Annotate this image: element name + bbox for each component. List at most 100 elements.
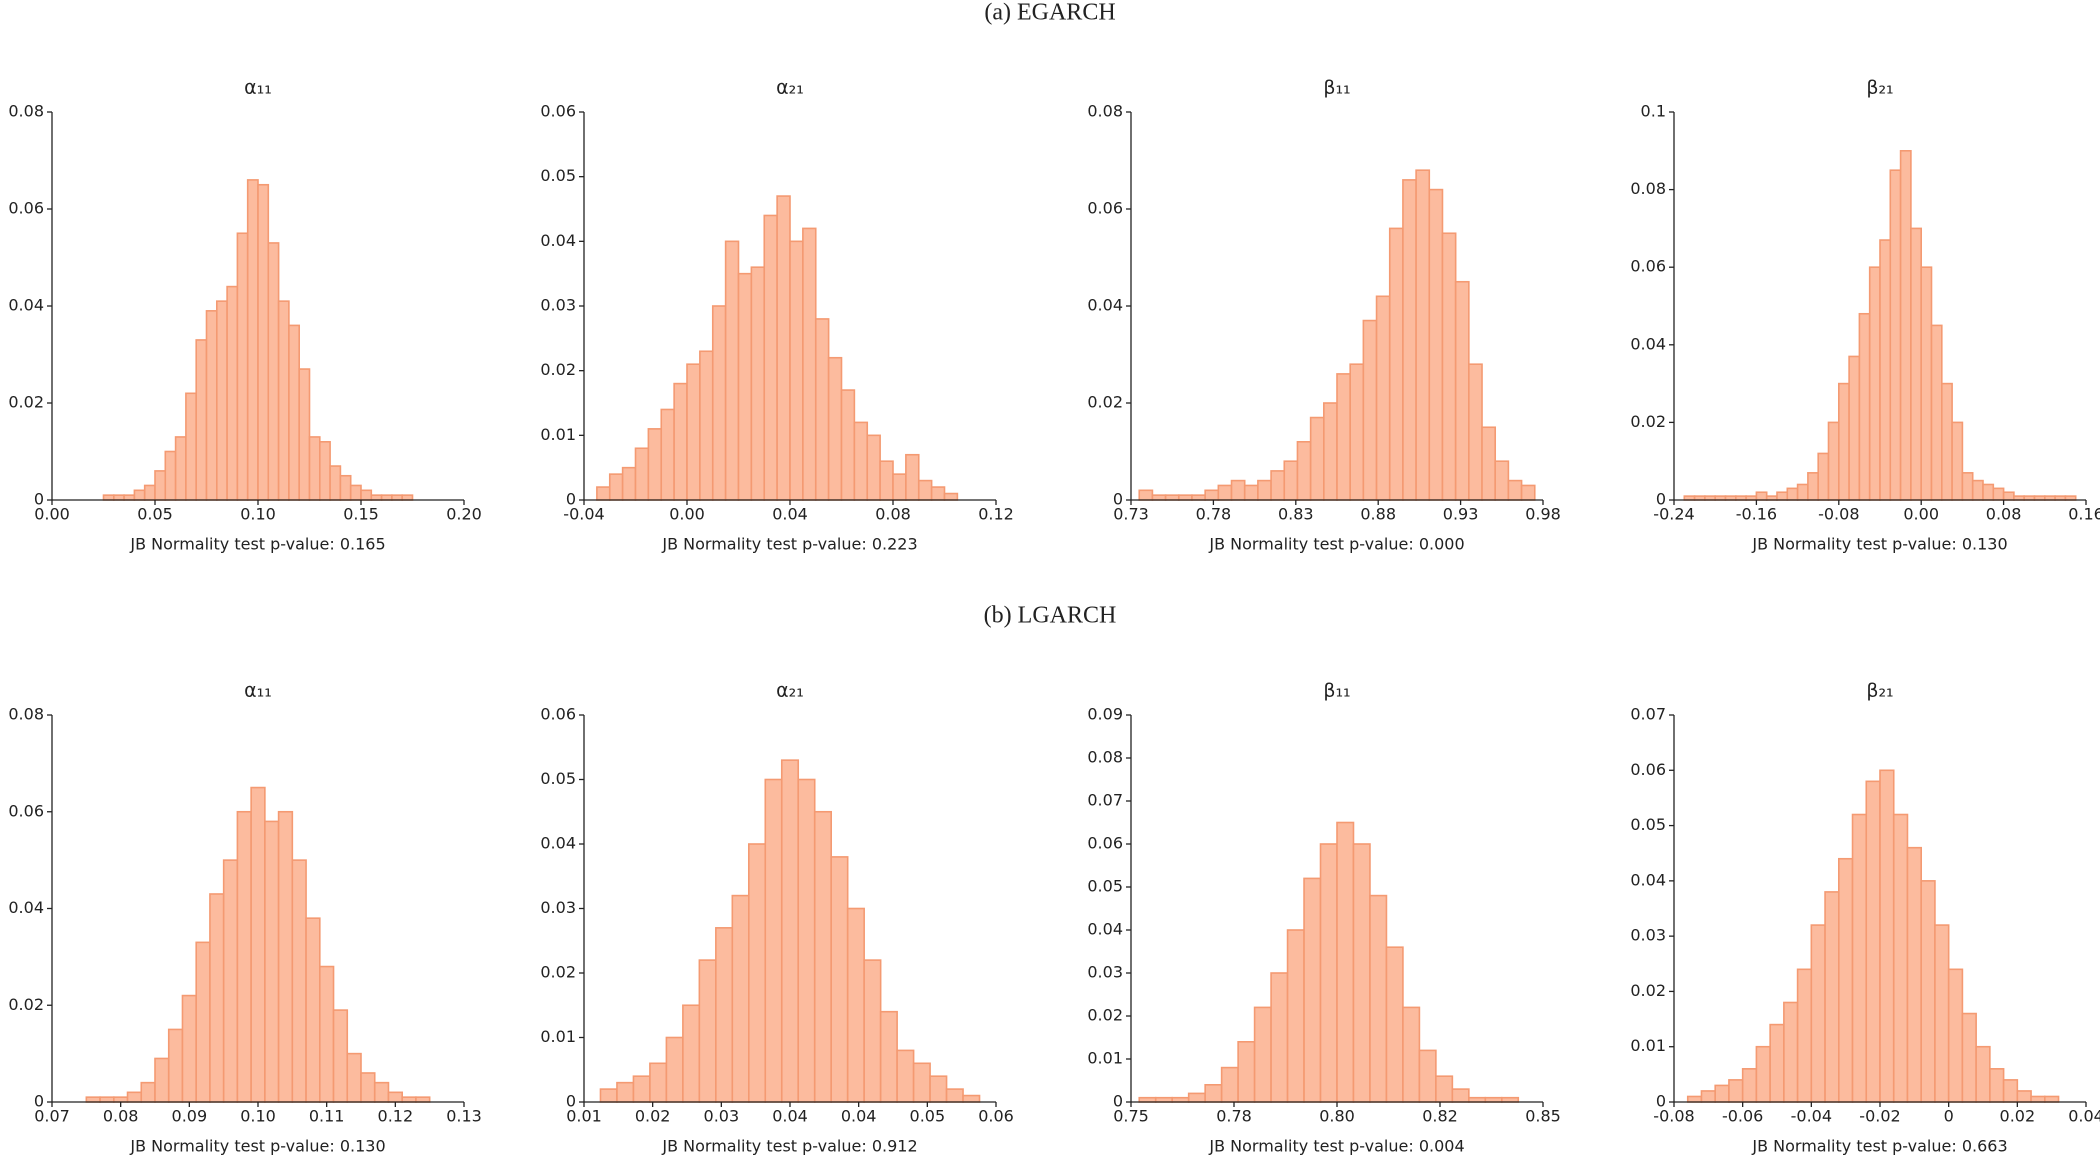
bar [1769, 1023, 1785, 1103]
bar [1961, 472, 1974, 501]
bar [360, 1072, 376, 1103]
x-axis-label: JB Normality test p-value: 0.130 [129, 1137, 385, 1156]
bar [1786, 487, 1799, 501]
bar [205, 310, 218, 501]
bar [1975, 1045, 1991, 1103]
panel-title: α₁₁ [244, 680, 272, 702]
bar [1783, 1001, 1799, 1103]
bar [308, 436, 321, 501]
bar [1889, 169, 1902, 501]
x-tick-label: 0.00 [1903, 505, 1939, 524]
x-tick-label: 0.00 [669, 505, 705, 524]
x-tick-label: 0.09 [172, 1107, 208, 1126]
x-axis-label: JB Normality test p-value: 0.165 [129, 535, 385, 554]
x-tick-label: 0.80 [1319, 1107, 1355, 1126]
bar [1303, 877, 1322, 1103]
y-tick-label: 0.08 [1630, 179, 1666, 198]
y-tick-label: 0.08 [1087, 748, 1123, 767]
bar [943, 492, 959, 501]
bar [1930, 324, 1943, 501]
bar [1796, 483, 1809, 501]
bar [621, 466, 637, 501]
x-tick-label: -0.02 [1859, 1107, 1900, 1126]
bar [1824, 891, 1840, 1103]
x-axis-label: JB Normality test p-value: 0.663 [1751, 1137, 2007, 1156]
bar [1827, 421, 1840, 501]
y-tick-label: 0.04 [8, 296, 44, 315]
y-tick-label: 0.03 [540, 898, 576, 917]
x-tick-label: 0.11 [309, 1107, 345, 1126]
y-tick-label: 0.03 [1087, 963, 1123, 982]
bar [1230, 479, 1246, 501]
bar [1441, 232, 1457, 501]
bar [1906, 846, 1923, 1103]
bar [879, 460, 894, 501]
bar [1494, 460, 1510, 501]
x-tick-label: 0.03 [704, 1107, 740, 1126]
x-tick-label: 0.78 [1196, 505, 1232, 524]
bar [1868, 266, 1881, 501]
bar [1796, 968, 1813, 1103]
panel-title: α₁₁ [244, 77, 272, 99]
bar [699, 350, 714, 501]
panel-title: β₁₁ [1323, 680, 1350, 702]
bar [686, 363, 701, 501]
panel-title: β₂₁ [1866, 680, 1893, 702]
bar [1899, 150, 1912, 501]
bar [698, 959, 717, 1103]
bar [737, 272, 753, 501]
bar [1951, 421, 1964, 501]
y-tick-label: 0 [1113, 1092, 1123, 1111]
bar [1283, 460, 1299, 501]
bar [673, 382, 688, 501]
bar [1164, 494, 1180, 501]
bar [298, 368, 311, 501]
bar [1520, 484, 1536, 501]
y-tick-label: 0.06 [1630, 257, 1666, 276]
y-tick-label: 0.08 [8, 102, 44, 121]
bar [1336, 821, 1355, 1103]
x-tick-label: 0.78 [1216, 1107, 1252, 1126]
bar [1253, 1006, 1272, 1103]
x-tick-label: 0.16 [2068, 505, 2100, 524]
bar [174, 436, 187, 501]
bar [1296, 440, 1312, 501]
bar [1309, 416, 1325, 501]
x-tick-label: 0.04 [772, 505, 808, 524]
bar [682, 1004, 701, 1103]
bar [216, 300, 228, 501]
y-tick-label: 0.06 [1087, 834, 1123, 853]
bar [1375, 295, 1391, 501]
bar [113, 494, 125, 501]
y-tick-label: 0.05 [1087, 877, 1123, 896]
bar [1286, 929, 1305, 1103]
bar [1369, 894, 1388, 1103]
bar [1686, 1095, 1703, 1103]
bar [763, 214, 778, 501]
y-tick-label: 0.08 [8, 705, 44, 724]
bar [1270, 470, 1286, 501]
bar [930, 486, 946, 501]
bar [164, 450, 177, 501]
bar [1336, 373, 1351, 501]
bar [846, 907, 865, 1103]
bar [917, 479, 933, 501]
panel-title: α₂₁ [776, 77, 804, 99]
bar [962, 1094, 981, 1103]
bar [257, 183, 270, 501]
bar [1138, 489, 1154, 501]
x-tick-label: 0.20 [446, 505, 482, 524]
bar [85, 1096, 101, 1103]
x-tick-label: -0.24 [1653, 505, 1694, 524]
section-title: (a) EGARCH [984, 0, 1115, 26]
bar [143, 484, 156, 501]
bar [1838, 857, 1854, 1103]
bar [185, 392, 197, 501]
y-tick-label: 0 [34, 490, 44, 509]
y-tick-label: 0.04 [8, 898, 44, 917]
bar [789, 240, 804, 501]
x-tick-label: 0.02 [635, 1107, 671, 1126]
bar [1982, 483, 1995, 501]
bar [154, 1057, 170, 1103]
y-tick-label: 0.04 [1087, 920, 1123, 939]
